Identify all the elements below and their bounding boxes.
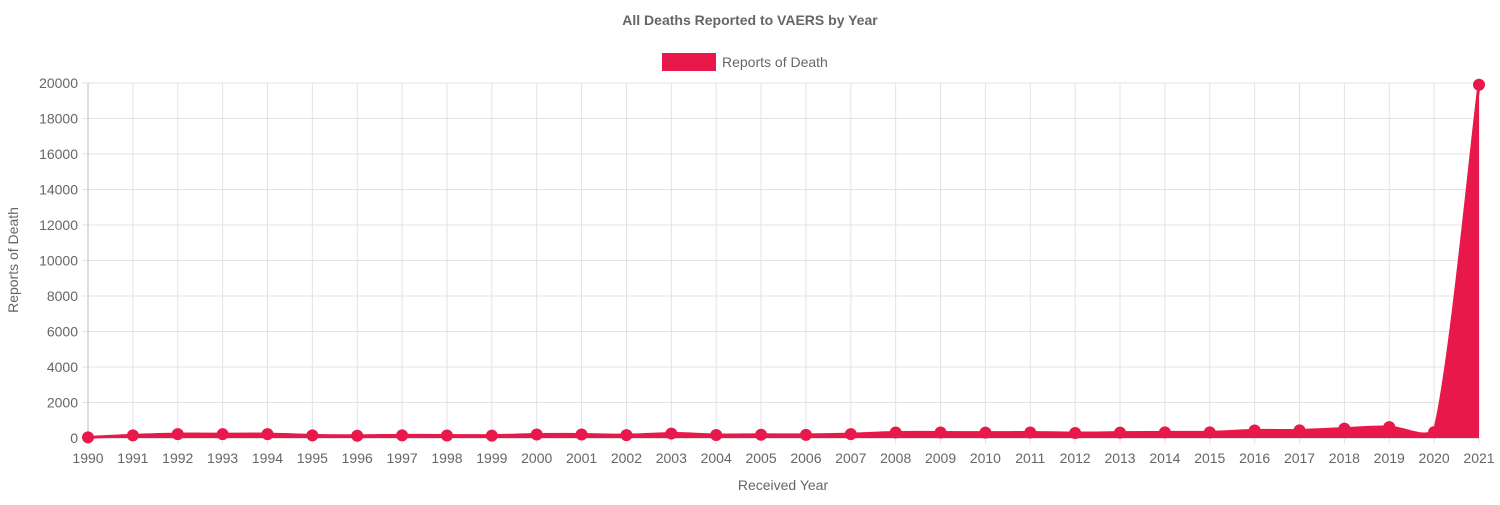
- data-point-2009: [934, 426, 947, 439]
- x-tick-label: 2019: [1374, 450, 1405, 466]
- data-point-2018: [1338, 422, 1351, 435]
- x-tick-label: 2008: [880, 450, 911, 466]
- data-point-2011: [1024, 426, 1037, 439]
- data-point-2007: [844, 428, 857, 441]
- data-point-1997: [396, 429, 409, 442]
- data-point-1999: [485, 429, 498, 442]
- grid: [82, 82, 1480, 444]
- x-tick-label: 2001: [566, 450, 597, 466]
- x-tick-label: 1990: [72, 450, 103, 466]
- data-point-2001: [575, 428, 588, 441]
- x-tick-label: 1995: [297, 450, 328, 466]
- x-tick-label: 2013: [1104, 450, 1135, 466]
- x-tick-label: 1998: [431, 450, 462, 466]
- legend[interactable]: Reports of Death: [662, 53, 828, 71]
- data-point-2014: [1158, 426, 1171, 439]
- data-point-2004: [710, 428, 723, 441]
- series-area-fill: [88, 84, 1479, 439]
- x-tick-label: 1993: [207, 450, 238, 466]
- data-point-1990: [82, 431, 94, 444]
- legend-swatch: [662, 53, 716, 71]
- x-tick-label: 2011: [1015, 450, 1045, 466]
- y-axis-label: Reports of Death: [5, 207, 21, 313]
- x-tick-label: 2002: [611, 450, 642, 466]
- x-tick-label: 2004: [701, 450, 732, 466]
- y-tick-label: 20000: [39, 75, 78, 91]
- data-point-2006: [799, 428, 812, 441]
- y-tick-label: 8000: [47, 288, 78, 304]
- data-point-2020: [1428, 426, 1441, 439]
- y-tick-label: 10000: [39, 253, 78, 269]
- x-tick-label: 2018: [1329, 450, 1360, 466]
- y-tick-label: 6000: [47, 324, 78, 340]
- data-point-2017: [1293, 424, 1306, 437]
- y-tick-label: 16000: [39, 146, 78, 162]
- chart-title: All Deaths Reported to VAERS by Year: [622, 12, 878, 28]
- data-point-1995: [306, 429, 319, 442]
- legend-label: Reports of Death: [722, 54, 828, 70]
- x-tick-label: 2020: [1419, 450, 1450, 466]
- data-point-2012: [1069, 427, 1082, 440]
- data-point-1991: [126, 429, 139, 442]
- series-line: [87, 84, 1481, 439]
- data-points: [82, 78, 1485, 444]
- y-tick-label: 2000: [47, 395, 78, 411]
- x-tick-label: 2010: [970, 450, 1001, 466]
- y-tick-label: 12000: [39, 217, 78, 233]
- x-tick-label: 2003: [656, 450, 687, 466]
- x-tick-label: 2021: [1463, 450, 1494, 466]
- x-tick-label: 1992: [162, 450, 193, 466]
- data-point-2000: [530, 428, 543, 441]
- data-point-2010: [979, 426, 992, 439]
- x-tick-label: 2009: [925, 450, 956, 466]
- x-tick-label: 1997: [387, 450, 418, 466]
- x-tick-label: 2015: [1194, 450, 1225, 466]
- data-point-2008: [889, 426, 902, 439]
- y-axis-tick-labels: 0 2000 4000 6000 8000 10000 12000 14000 16000 180…: [39, 75, 78, 446]
- data-point-1996: [351, 429, 364, 442]
- x-tick-label: 1996: [342, 450, 373, 466]
- data-point-2016: [1248, 424, 1261, 437]
- x-tick-label: 2005: [745, 450, 776, 466]
- data-point-2002: [620, 429, 633, 442]
- x-tick-label: 2007: [835, 450, 866, 466]
- data-point-2015: [1203, 426, 1216, 439]
- y-tick-label: 14000: [39, 182, 78, 198]
- data-point-2013: [1114, 426, 1127, 439]
- x-axis-label: Received Year: [738, 477, 829, 493]
- y-tick-label: 18000: [39, 111, 78, 127]
- x-tick-label: 1994: [252, 450, 283, 466]
- x-tick-label: 2012: [1060, 450, 1091, 466]
- data-point-1998: [440, 429, 453, 442]
- data-point-1993: [216, 428, 229, 441]
- x-axis-tick-labels: 1990 1991 1992 1993 1994 1995 1996 1997 1998 1999…: [72, 450, 1494, 466]
- x-tick-label: 1999: [476, 450, 507, 466]
- x-tick-label: 2014: [1149, 450, 1180, 466]
- x-tick-label: 2000: [521, 450, 552, 466]
- x-tick-label: 1991: [117, 450, 148, 466]
- data-point-1994: [261, 428, 274, 441]
- data-point-2019: [1383, 421, 1396, 434]
- y-tick-label: 4000: [47, 359, 78, 375]
- series-area: [87, 84, 1481, 439]
- data-point-2003: [665, 427, 678, 440]
- x-tick-label: 2017: [1284, 450, 1315, 466]
- data-point-2021: [1473, 78, 1485, 91]
- y-tick-label: 0: [70, 430, 78, 446]
- x-tick-label: 2006: [790, 450, 821, 466]
- x-tick-label: 2016: [1239, 450, 1270, 466]
- data-point-1992: [171, 428, 184, 441]
- data-point-2005: [755, 428, 768, 441]
